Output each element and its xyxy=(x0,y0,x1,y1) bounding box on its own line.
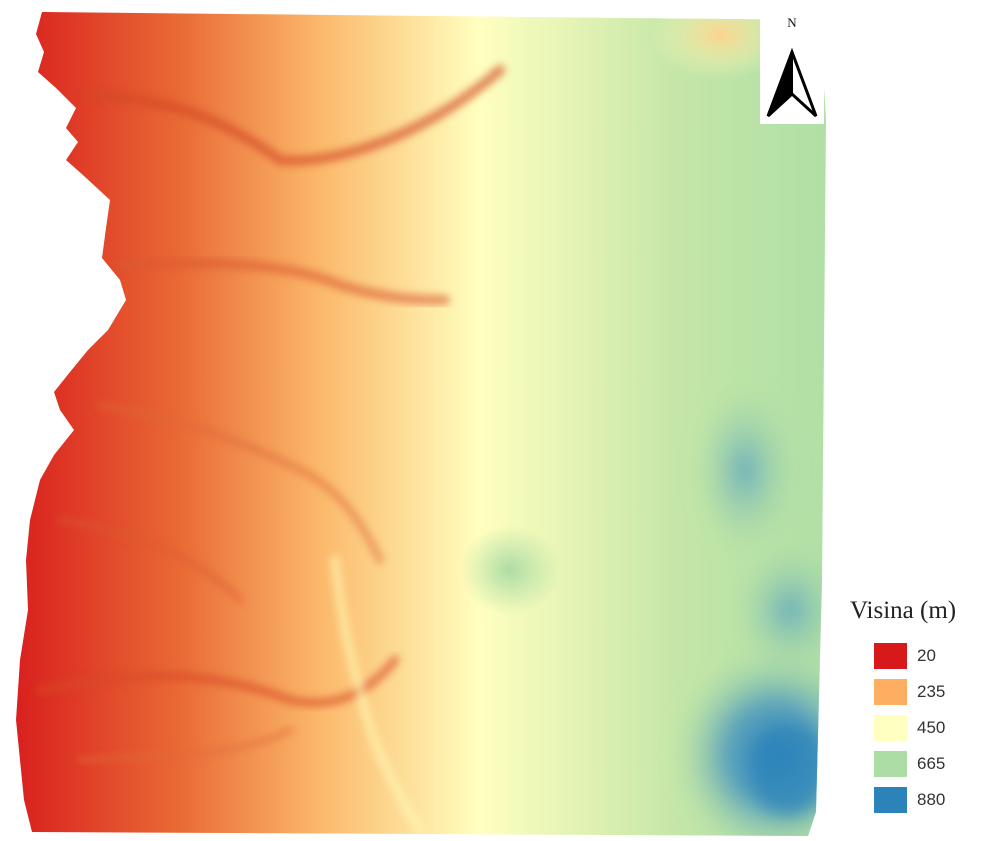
legend-label: 450 xyxy=(917,718,946,737)
legend-items: 20 235 450 665 880 xyxy=(874,643,995,813)
legend-swatch xyxy=(874,787,907,813)
legend-label: 20 xyxy=(917,646,936,665)
legend-item: 235 xyxy=(874,679,995,705)
north-arrow: N xyxy=(760,12,824,124)
legend-label: 880 xyxy=(917,790,946,809)
legend-item: 450 xyxy=(874,715,995,741)
legend-swatch xyxy=(874,679,907,705)
north-label: N xyxy=(787,15,797,30)
legend-label: 665 xyxy=(917,754,946,773)
legend-item: 20 xyxy=(874,643,995,669)
legend-title: Visina (m) xyxy=(850,597,957,624)
legend-swatch xyxy=(874,751,907,777)
legend-swatch xyxy=(874,715,907,741)
legend-item: 665 xyxy=(874,751,995,777)
legend-item: 880 xyxy=(874,787,995,813)
legend-swatch xyxy=(874,643,907,669)
north-arrow-icon xyxy=(766,47,818,118)
legend-label: 235 xyxy=(917,682,946,701)
legend: Visina (m) 20 235 450 665 880 xyxy=(850,596,995,823)
